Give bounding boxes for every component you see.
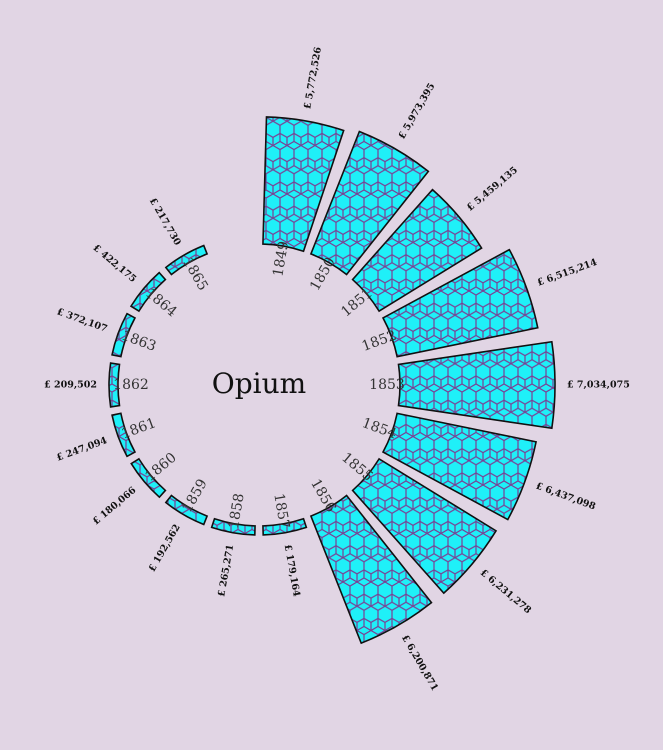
year-label-1862: 1862 bbox=[113, 377, 149, 393]
year-label-1858: 1858 bbox=[226, 492, 248, 530]
bar-1864 bbox=[129, 271, 167, 313]
bar-1858 bbox=[210, 517, 256, 536]
bar-1849 bbox=[262, 116, 345, 253]
bar-1850 bbox=[309, 130, 430, 276]
value-label-1862: £ 209,502 bbox=[44, 380, 97, 391]
bar-1857 bbox=[262, 517, 308, 536]
value-label-1853: £ 7,034,075 bbox=[567, 380, 630, 391]
bar-1861 bbox=[111, 412, 137, 458]
bar-1860 bbox=[130, 457, 167, 499]
bar-1851 bbox=[351, 188, 483, 313]
bar-1855 bbox=[351, 457, 498, 595]
bar-1856 bbox=[309, 494, 433, 645]
chart-title: Opium bbox=[212, 367, 306, 400]
bar-1863 bbox=[111, 312, 137, 358]
year-label-1853: 1853 bbox=[369, 377, 405, 393]
bar-1862 bbox=[108, 362, 121, 408]
year-label-1857: 1857 bbox=[270, 492, 292, 530]
bars-group bbox=[108, 116, 556, 645]
bar-1852 bbox=[381, 248, 539, 358]
bar-1865 bbox=[164, 244, 209, 276]
bar-1859 bbox=[164, 494, 209, 526]
year-label-1849: 1849 bbox=[270, 240, 292, 278]
bar-1854 bbox=[381, 412, 538, 521]
bar-1853 bbox=[397, 340, 556, 430]
